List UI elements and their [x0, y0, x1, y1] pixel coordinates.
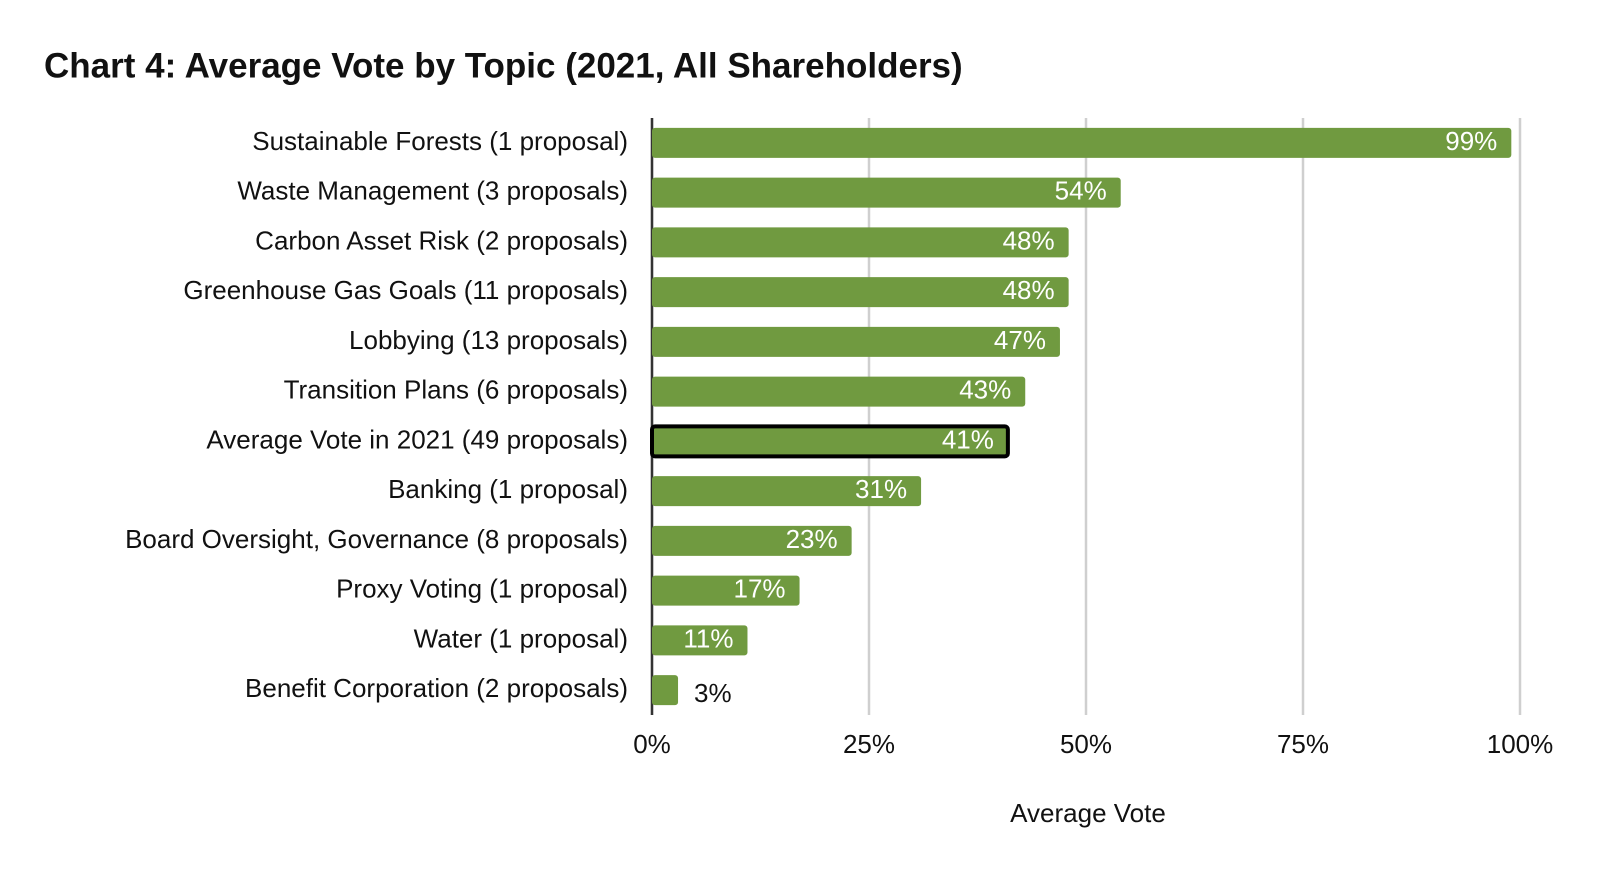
- bar: [652, 127, 1512, 158]
- y-tick-label: Banking (1 proposal): [388, 474, 628, 504]
- value-label: 43%: [959, 375, 1011, 405]
- y-tick-label: Average Vote in 2021 (49 proposals): [206, 424, 628, 454]
- bar: [652, 575, 800, 606]
- y-tick-label: Carbon Asset Risk (2 proposals): [255, 225, 628, 255]
- y-tick-label: Water (1 proposal): [414, 623, 628, 653]
- y-tick-label: Proxy Voting (1 proposal): [336, 574, 628, 604]
- value-label: 23%: [786, 524, 838, 554]
- y-tick-label: Greenhouse Gas Goals (11 proposals): [183, 275, 628, 305]
- value-label: 41%: [942, 424, 994, 454]
- bar: [652, 326, 1060, 357]
- bar: [652, 625, 748, 656]
- x-tick-label: 100%: [1487, 729, 1554, 759]
- value-label: 54%: [1055, 176, 1107, 206]
- bar: [652, 227, 1069, 258]
- bar: [652, 277, 1069, 308]
- bar: [652, 675, 679, 706]
- value-label: 31%: [855, 474, 907, 504]
- x-axis-label: Average Vote: [1010, 798, 1166, 828]
- y-tick-label: Board Oversight, Governance (8 proposals…: [125, 524, 628, 554]
- value-label: 48%: [1003, 275, 1055, 305]
- x-tick-label: 25%: [843, 729, 895, 759]
- y-tick-label: Transition Plans (6 proposals): [284, 375, 628, 405]
- value-label: 99%: [1445, 126, 1497, 156]
- value-label: 17%: [734, 574, 786, 604]
- bar: [652, 476, 922, 507]
- bar: [652, 525, 852, 556]
- chart-title: Chart 4: Average Vote by Topic (2021, Al…: [44, 46, 963, 85]
- y-tick-label: Sustainable Forests (1 proposal): [252, 126, 628, 156]
- y-tick-label: Waste Management (3 proposals): [237, 176, 628, 206]
- value-label: 48%: [1003, 225, 1055, 255]
- value-label: 3%: [694, 678, 732, 708]
- bar: [652, 177, 1121, 208]
- value-label: 11%: [683, 623, 733, 653]
- x-tick-label: 50%: [1060, 729, 1112, 759]
- y-tick-label: Lobbying (13 proposals): [349, 325, 628, 355]
- x-tick-label: 0%: [633, 729, 671, 759]
- x-tick-label: 75%: [1277, 729, 1329, 759]
- value-label: 47%: [994, 325, 1046, 355]
- bar: [652, 376, 1026, 407]
- y-tick-label: Benefit Corporation (2 proposals): [245, 673, 628, 703]
- bar: [650, 424, 1010, 459]
